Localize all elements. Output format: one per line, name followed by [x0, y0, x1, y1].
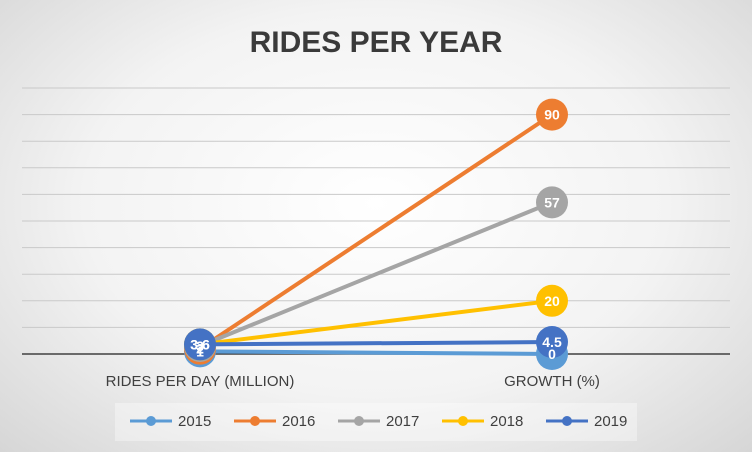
legend-label-2018: 2018	[490, 413, 523, 430]
data-label: 2	[196, 341, 204, 357]
legend-label-2016: 2016	[282, 413, 315, 430]
legend-marker-2016	[250, 416, 260, 426]
legend-label-2017: 2017	[386, 413, 419, 430]
legend-marker-2017	[354, 416, 364, 426]
data-label: 90	[544, 107, 560, 123]
legend-label-2019: 2019	[594, 413, 627, 430]
data-label: 3.6	[190, 336, 210, 352]
legend: 2015 2016 2017 2018 2019	[130, 413, 627, 430]
series-line-2016	[198, 112, 554, 351]
series-line-2015	[198, 349, 554, 356]
data-point-2017-growth	[536, 186, 568, 219]
data-point-2019-growth	[536, 326, 568, 359]
series-line-2019	[198, 340, 554, 347]
series-line-2018	[198, 298, 554, 347]
gridlines	[22, 87, 730, 328]
x-tick-label-rides-per-day: RIDES PER DAY (MILLION)	[106, 373, 295, 390]
data-label: 0	[548, 346, 556, 362]
legend-marker-2015	[146, 416, 156, 426]
legend-marker-2018	[458, 416, 468, 426]
data-label: 57	[544, 194, 560, 210]
data-label: 1	[196, 343, 204, 359]
data-point-2019-rides-per-day	[184, 328, 216, 361]
data-label: 4.5	[542, 334, 562, 350]
series-layer	[184, 98, 568, 370]
series-line-2017	[198, 200, 554, 349]
x-tick-label-growth: GROWTH (%)	[504, 373, 600, 390]
chart-title: RIDES PER YEAR	[250, 26, 503, 59]
data-label: 3	[196, 338, 204, 354]
data-label: 3.6	[190, 336, 210, 352]
legend-label-2015: 2015	[178, 413, 211, 430]
legend-marker-2019	[562, 416, 572, 426]
data-label: 20	[544, 293, 560, 309]
data-point-2016-growth	[536, 98, 568, 131]
data-point-2018-growth	[536, 284, 568, 317]
